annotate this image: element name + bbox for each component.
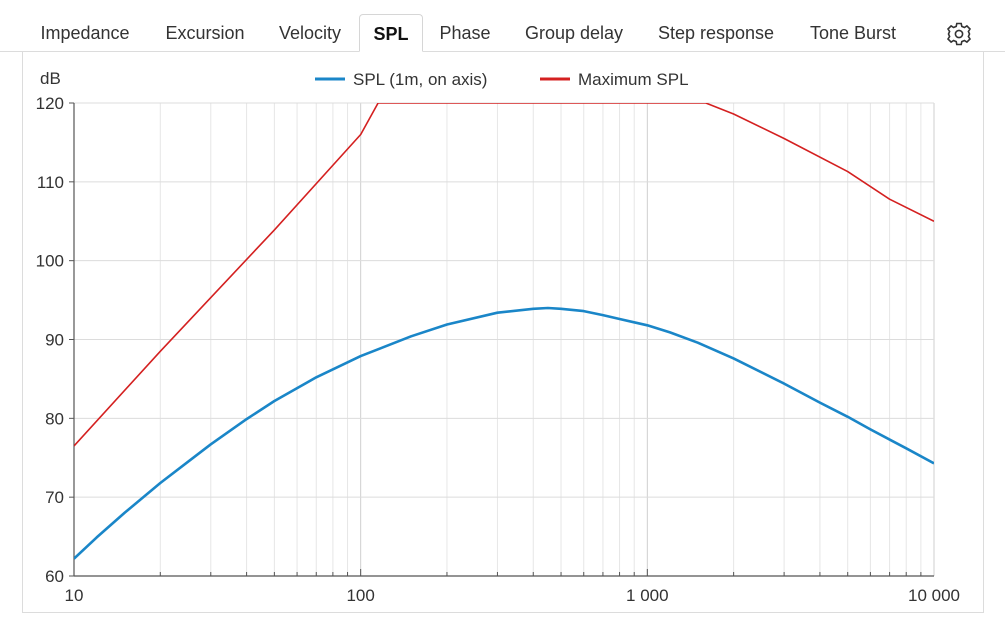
- y-tick-label: 110: [37, 173, 64, 192]
- tab-bar: Impedance Excursion Velocity SPL Phase G…: [0, 0, 1005, 52]
- x-tick-label: 1 000: [626, 586, 669, 605]
- legend-spl-label: SPL (1m, on axis): [353, 70, 487, 89]
- tab-group-delay[interactable]: Group delay: [524, 23, 624, 43]
- tab-tone-burst[interactable]: Tone Burst: [809, 23, 897, 43]
- tab-spl[interactable]: SPL: [359, 14, 423, 52]
- chart-panel: [22, 52, 984, 613]
- spl-series-line: [74, 306, 934, 560]
- tab-step-response[interactable]: Step response: [657, 23, 775, 43]
- tab-velocity[interactable]: Velocity: [278, 23, 342, 43]
- tab-phase[interactable]: Phase: [439, 23, 491, 43]
- legend-max-spl-label: Maximum SPL: [578, 70, 689, 89]
- y-tick-label: 90: [45, 331, 64, 350]
- y-tick-label: 120: [36, 94, 64, 113]
- max-spl-series-line: [74, 103, 934, 447]
- tab-impedance[interactable]: Impedance: [40, 23, 130, 43]
- y-axis-label: dB: [40, 69, 61, 88]
- x-tick-label: 10: [65, 586, 84, 605]
- tab-excursion[interactable]: Excursion: [165, 23, 245, 43]
- y-tick-label: 70: [45, 488, 64, 507]
- y-tick-label: 80: [45, 409, 64, 428]
- x-tick-label: 100: [346, 586, 374, 605]
- x-tick-label: 10 000: [908, 586, 960, 605]
- gear-icon[interactable]: [946, 21, 972, 47]
- y-tick-label: 60: [45, 567, 64, 586]
- y-tick-label: 100: [36, 252, 64, 271]
